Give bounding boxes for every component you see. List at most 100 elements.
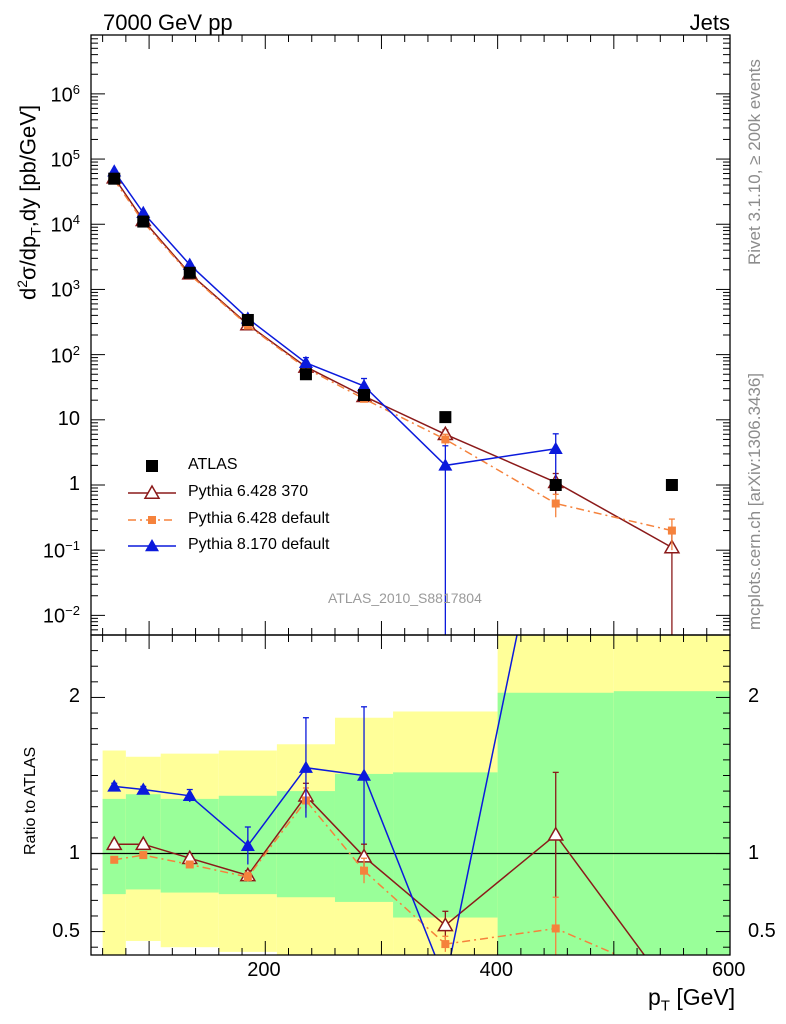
main-series xyxy=(105,164,681,635)
axes-frames xyxy=(90,34,731,956)
ylabel-part-units: ,dy [pb/GeV] xyxy=(15,104,41,228)
tick-base: 10 xyxy=(42,540,66,563)
point-atlas-0 xyxy=(108,172,121,185)
ratio-y-tick-label-right-0: 2 xyxy=(748,685,760,708)
band-green-8 xyxy=(613,691,730,955)
point-pythia-8-170-default-2 xyxy=(182,788,197,802)
tick-exponent: 2 xyxy=(72,342,80,358)
point-atlas-6 xyxy=(439,411,452,424)
tick-base: 1 xyxy=(68,473,80,495)
point-pythia-6-428-default-6 xyxy=(441,940,450,949)
main-panel-frame xyxy=(90,34,731,636)
ratio-y-tick-label-right-1: 1 xyxy=(748,841,760,864)
main-y-tick-label-3: 103 xyxy=(51,277,80,303)
main-y-tick-label-2: 104 xyxy=(51,212,80,238)
rivet-version-label: Rivet 3.1.10, ≥ 200k events xyxy=(745,59,764,265)
point-atlas-3 xyxy=(241,313,254,326)
legend-label-pythia8-default: Pythia 8.170 default xyxy=(188,536,330,553)
point-pythia-6-428-default-6 xyxy=(441,435,450,444)
tick-exponent: 3 xyxy=(72,277,80,293)
point-pythia-8-170-default-3 xyxy=(240,838,255,851)
point-pythia-8-170-default-0 xyxy=(107,779,122,792)
ratio-y-tick-label-left-0: 2 xyxy=(68,685,80,708)
point-pythia-8-170-default-1 xyxy=(136,782,151,795)
point-pythia-6-428-370-7 xyxy=(547,826,565,841)
ratio-y-tick-label-right-2: 0.5 xyxy=(748,919,776,942)
tick-exponent: 5 xyxy=(72,147,80,163)
tick-base: 10 xyxy=(57,407,80,430)
tick-base: 10 xyxy=(50,345,73,368)
analysis-watermark: ATLAS_2010_S8817804 xyxy=(328,590,482,606)
xlabel-p: p xyxy=(648,984,661,1010)
ratio-y-axis-label: Ratio to ATLAS xyxy=(22,746,39,855)
legend-marker-pythia-6-428-default xyxy=(148,516,156,524)
point-pythia-6-428-default-8 xyxy=(668,974,676,982)
point-pythia-8-170-default-4 xyxy=(298,355,313,369)
main-y-tick-label-5: 10 xyxy=(58,408,80,431)
series-line-pythia-6-428-default xyxy=(113,179,673,532)
tick-base: 10 xyxy=(50,214,73,237)
main-y-tick-label-6: 1 xyxy=(69,473,80,496)
main-y-axis-label: d2σ/dpT,dy [pb/GeV] xyxy=(14,105,44,300)
main-y-tick-label-4: 102 xyxy=(51,343,80,369)
ylabel-sub: T xyxy=(27,227,44,236)
x-tick-label-0: 200 xyxy=(247,959,281,981)
legend-label-atlas: ATLAS xyxy=(188,456,238,473)
point-pythia-8-170-default-1 xyxy=(136,205,151,219)
legend-label-pythia6-370: Pythia 6.428 370 xyxy=(188,483,309,500)
main-y-tick-label-7: 10−1 xyxy=(43,538,80,564)
tick-exponent: 6 xyxy=(72,81,80,97)
ratio-y-tick-label-left-2: 0.5 xyxy=(52,919,80,942)
point-pythia-6-428-default-7 xyxy=(551,924,560,933)
point-pythia-8-170-default-4 xyxy=(298,760,313,773)
ratio-y-tick-label-left-1: 1 xyxy=(68,841,80,864)
tick-exponent: −1 xyxy=(65,538,80,554)
x-tick-label-2: 600 xyxy=(712,959,746,981)
band-green-2 xyxy=(160,798,219,893)
legend-label-pythia6-default: Pythia 6.428 default xyxy=(188,510,330,527)
ylabel-sup: 2 xyxy=(14,279,30,288)
x-tick-label-1: 400 xyxy=(479,959,513,981)
tick-base: 10 xyxy=(42,606,66,629)
ratio-panel-frame xyxy=(90,634,731,956)
mcplots-credit-label: mcplots.cern.ch [arXiv:1306.3436] xyxy=(745,372,764,630)
point-pythia-6-428-370-0 xyxy=(105,835,123,851)
point-pythia-6-428-default-7 xyxy=(551,499,560,508)
legend-marker-atlas xyxy=(146,460,158,472)
point-atlas-1 xyxy=(137,215,150,228)
point-atlas-7 xyxy=(549,479,562,491)
point-pythia-8-170-default-6 xyxy=(438,458,453,471)
tick-exponent: −2 xyxy=(65,603,80,619)
tick-base: 10 xyxy=(50,280,73,303)
ylabel-part-d: d xyxy=(15,287,41,300)
point-pythia-8-170-default-5 xyxy=(357,768,372,781)
point-pythia-6-428-default-3 xyxy=(243,872,252,881)
observable-label: Jets xyxy=(689,10,730,35)
ylabel-part-sigma: σ/dp xyxy=(15,235,41,280)
x-axis-label: pT [GeV] xyxy=(648,984,735,1015)
series-line-pythia-8-170-default xyxy=(114,635,518,955)
main-y-tick-label-0: 106 xyxy=(51,82,80,108)
main-y-tick-label-8: 10−2 xyxy=(43,603,80,629)
point-pythia-8-170-default-7 xyxy=(548,441,563,454)
point-atlas-2 xyxy=(183,266,196,279)
series-line-pythia-6-428-default xyxy=(114,799,620,955)
main-y-tick-label-1: 105 xyxy=(51,147,80,173)
point-atlas-5 xyxy=(358,389,371,402)
point-pythia-8-170-default-5 xyxy=(357,379,372,392)
xlabel-units: [GeV] xyxy=(669,984,736,1010)
legend-markers xyxy=(128,460,176,552)
point-pythia-6-428-default-8 xyxy=(667,526,676,535)
point-pythia-6-428-370-6 xyxy=(437,916,454,932)
ratio-series xyxy=(105,635,676,987)
tick-base: 10 xyxy=(50,149,73,172)
tick-exponent: 4 xyxy=(72,212,80,228)
series-line-pythia-8-170-default xyxy=(113,170,556,467)
point-pythia-6-428-default-2 xyxy=(185,860,194,869)
point-pythia-8-170-default-6 xyxy=(438,975,452,987)
point-pythia-6-428-default-0 xyxy=(110,855,119,864)
tick-base: 10 xyxy=(50,84,73,107)
point-pythia-6-428-370-1 xyxy=(134,835,152,851)
point-pythia-6-428-default-5 xyxy=(360,866,369,875)
